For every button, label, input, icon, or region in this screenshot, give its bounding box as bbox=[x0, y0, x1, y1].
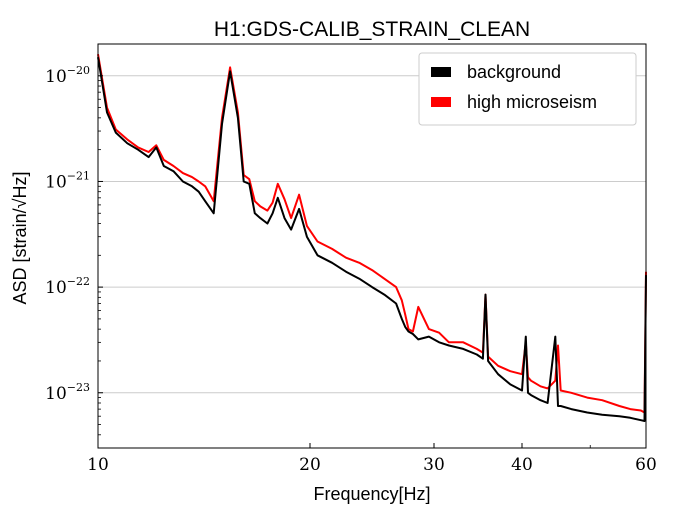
y-tick-label-exponent: −21 bbox=[67, 169, 90, 182]
y-tick-label-base: 10 bbox=[45, 384, 67, 404]
y-tick-label-exponent: −23 bbox=[67, 381, 90, 394]
series-line-background bbox=[97, 57, 647, 422]
legend-label: background bbox=[467, 62, 561, 82]
y-tick-label-base: 10 bbox=[45, 278, 67, 298]
y-tick-label: 10−21 bbox=[45, 169, 90, 192]
y-tick-label-exponent: −22 bbox=[67, 275, 90, 288]
y-tick-label: 10−20 bbox=[45, 64, 90, 87]
legend-swatch bbox=[431, 67, 451, 77]
y-tick-label-base: 10 bbox=[45, 172, 67, 192]
y-axis-label: ASD [strain/√Hz] bbox=[10, 172, 30, 305]
x-tick-label: 20 bbox=[299, 455, 321, 475]
y-tick-label: 10−23 bbox=[45, 381, 90, 404]
x-axis-label: Frequency[Hz] bbox=[313, 484, 430, 504]
y-tick-label: 10−22 bbox=[45, 275, 90, 298]
legend-box bbox=[418, 52, 637, 126]
legend: background high microseism bbox=[418, 52, 637, 126]
x-tick-label: 40 bbox=[511, 455, 533, 475]
x-tick-label: 60 bbox=[635, 455, 657, 475]
plot-frame bbox=[97, 43, 647, 449]
legend-swatch bbox=[431, 97, 451, 107]
y-tick-label-base: 10 bbox=[45, 67, 67, 87]
legend-label: high microseism bbox=[467, 92, 597, 112]
x-tick-label: 10 bbox=[87, 455, 109, 475]
x-axis: 10 20 30 40 60 bbox=[87, 443, 657, 475]
y-tick-label-exponent: −20 bbox=[67, 64, 90, 77]
x-tick-label: 30 bbox=[423, 455, 445, 475]
chart-title: H1:GDS-CALIB_STRAIN_CLEAN bbox=[214, 18, 530, 41]
plot-area bbox=[97, 54, 647, 422]
series-line-high-microseism bbox=[97, 54, 647, 414]
